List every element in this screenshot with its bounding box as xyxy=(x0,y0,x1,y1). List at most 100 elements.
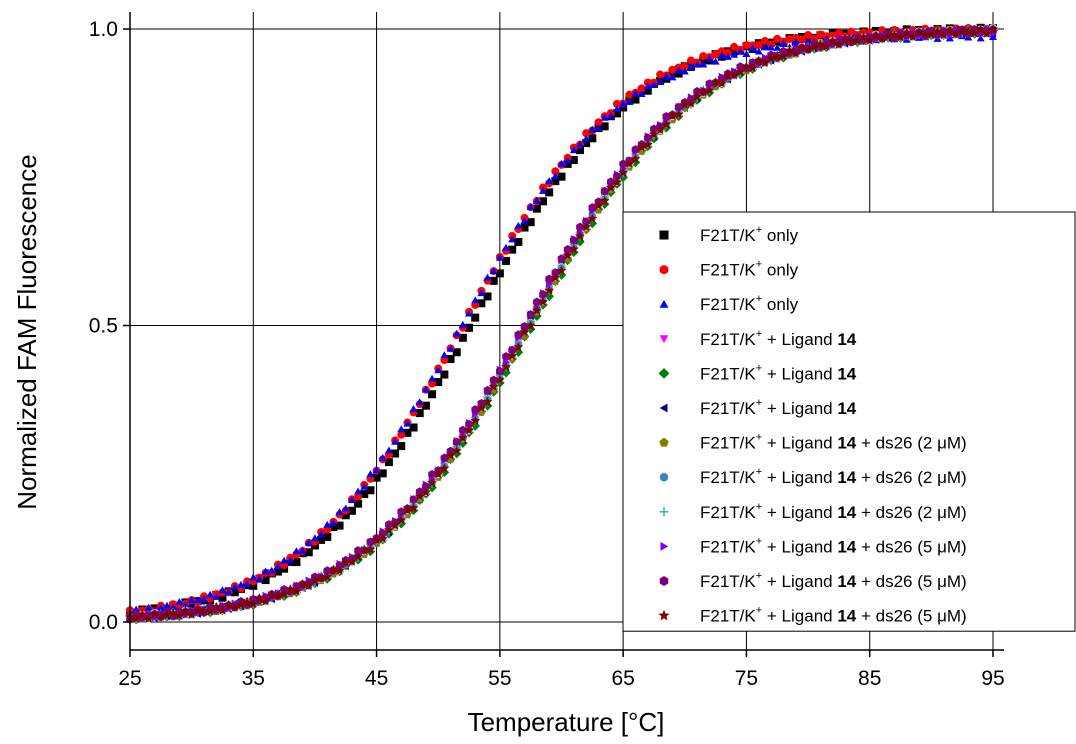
data-point xyxy=(347,496,356,504)
data-point xyxy=(452,348,461,357)
data-point xyxy=(773,43,782,51)
data-point xyxy=(650,124,658,134)
data-point xyxy=(470,415,481,425)
data-point xyxy=(508,235,517,243)
data-point xyxy=(508,345,516,355)
data-point xyxy=(655,124,666,134)
data-point xyxy=(834,29,843,38)
data-point xyxy=(477,299,486,308)
data-point xyxy=(557,159,566,167)
data-point xyxy=(304,548,313,557)
data-point xyxy=(747,62,758,73)
data-point xyxy=(144,603,153,611)
data-point xyxy=(588,134,597,143)
data-point xyxy=(631,95,640,104)
data-point xyxy=(433,468,444,479)
data-point xyxy=(698,86,709,97)
data-point xyxy=(192,605,203,615)
data-point xyxy=(944,25,955,35)
data-point xyxy=(710,77,721,87)
data-point xyxy=(488,381,499,391)
data-point xyxy=(570,235,578,245)
data-point xyxy=(816,30,825,39)
data-point xyxy=(539,187,547,194)
data-point xyxy=(224,587,233,595)
data-point xyxy=(945,34,954,42)
data-point xyxy=(716,78,727,88)
data-point xyxy=(421,385,430,393)
data-point xyxy=(619,99,628,107)
data-point xyxy=(674,69,683,78)
data-point xyxy=(668,65,677,74)
data-point xyxy=(575,236,585,247)
data-point xyxy=(618,172,628,183)
data-point xyxy=(459,425,467,435)
data-point xyxy=(613,171,621,181)
data-point xyxy=(384,446,393,454)
x-tick-label: 75 xyxy=(735,667,758,690)
data-point xyxy=(273,562,282,570)
data-point xyxy=(568,244,579,254)
data-point xyxy=(545,177,554,184)
legend-label: F21T/K+ + Ligand 14 + ds26 (2 μM) xyxy=(700,432,967,453)
data-point xyxy=(230,583,239,591)
data-point xyxy=(323,532,332,541)
legend-marker xyxy=(659,472,669,483)
data-point xyxy=(605,182,616,192)
data-point xyxy=(261,567,270,575)
data-point xyxy=(335,521,344,530)
data-point xyxy=(316,572,327,583)
data-point xyxy=(427,477,437,488)
data-point xyxy=(544,285,555,295)
data-point xyxy=(883,30,894,41)
data-point xyxy=(563,156,572,164)
data-point xyxy=(403,419,412,427)
data-point xyxy=(901,27,912,37)
data-point xyxy=(821,41,832,51)
data-point xyxy=(847,27,856,36)
data-point xyxy=(501,361,511,372)
data-point xyxy=(464,425,474,435)
data-point xyxy=(594,118,603,127)
data-point xyxy=(791,33,800,42)
data-point xyxy=(218,593,227,602)
data-point xyxy=(414,491,425,501)
data-point xyxy=(285,584,296,594)
x-tick-label: 55 xyxy=(488,667,511,690)
data-point xyxy=(575,146,584,155)
legend-marker xyxy=(659,403,668,413)
data-point xyxy=(525,320,536,330)
x-tick-label: 65 xyxy=(611,667,634,690)
legend-marker xyxy=(659,576,669,586)
data-point xyxy=(631,89,640,97)
data-point xyxy=(538,296,548,307)
legend: F21T/K+ only F21T/K+ only F21T/K+ only F21T… xyxy=(622,211,1076,632)
data-point xyxy=(557,254,566,264)
data-point xyxy=(180,605,191,615)
data-point xyxy=(907,31,918,41)
data-point xyxy=(704,85,715,95)
data-point xyxy=(242,597,253,607)
data-point xyxy=(760,37,769,46)
data-point xyxy=(273,567,282,576)
data-point xyxy=(662,72,671,80)
data-point xyxy=(366,486,375,495)
data-point xyxy=(661,119,672,129)
data-point xyxy=(809,41,820,52)
legend-label: F21T/K+ + Ligand 14 + ds26 (2 μM) xyxy=(700,501,967,522)
data-point xyxy=(415,398,424,406)
data-point xyxy=(551,167,560,176)
data-point xyxy=(421,401,430,410)
legend-marker xyxy=(660,541,669,551)
data-point xyxy=(163,601,171,609)
data-point xyxy=(699,52,708,61)
data-point xyxy=(779,39,788,47)
data-point xyxy=(428,390,437,399)
data-point xyxy=(310,534,319,542)
data-point xyxy=(686,98,696,108)
legend-label: F21T/K+ only xyxy=(700,259,799,280)
data-point xyxy=(385,520,393,529)
data-point xyxy=(155,611,166,621)
data-point xyxy=(377,533,388,544)
data-point xyxy=(754,47,763,55)
